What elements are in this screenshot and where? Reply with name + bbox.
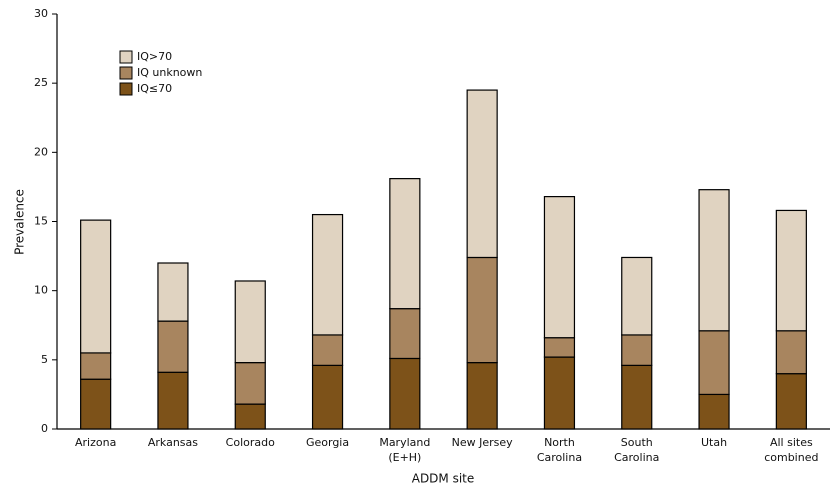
legend-swatch [119, 66, 133, 80]
legend-swatch [119, 50, 133, 64]
y-tick-label: 5 [41, 353, 48, 366]
bar-segment [389, 357, 421, 430]
bar-segment [234, 280, 266, 364]
bar-segment [389, 178, 421, 310]
bar-segment [80, 352, 112, 380]
bar-segment [543, 356, 576, 430]
legend-label: IQ unknown [137, 66, 202, 79]
bar-segment [775, 373, 807, 430]
y-tick-label: 25 [34, 76, 48, 89]
bar-segment [543, 196, 576, 339]
x-tick-label: South Carolina [614, 436, 659, 464]
x-axis-label: ADDM site [412, 472, 475, 486]
y-tick-label: 15 [34, 215, 48, 228]
bar-segment [234, 362, 266, 405]
x-tick-label: North Carolina [537, 436, 582, 464]
bar-segment [80, 219, 112, 354]
bar-segment [234, 403, 266, 430]
bar-segment [466, 89, 498, 259]
bar-segment [311, 213, 344, 336]
x-tick-label: Utah [701, 436, 727, 449]
bar-segment [466, 362, 498, 430]
bar-segment [698, 330, 730, 396]
bar-segment [389, 308, 421, 360]
bar-segment [621, 334, 653, 366]
y-tick-label: 20 [34, 145, 48, 158]
bar-segment [775, 209, 807, 332]
legend-swatch [119, 82, 133, 96]
y-tick-label: 10 [34, 284, 48, 297]
bar-segment [80, 378, 112, 430]
x-tick-label: Georgia [306, 436, 349, 449]
bar-segment [157, 262, 189, 322]
y-tick-label: 30 [34, 7, 48, 20]
bar-segment [157, 371, 189, 430]
x-tick-label: Arizona [75, 436, 116, 449]
x-tick-label: All sites combined [764, 436, 818, 464]
bar-segment [157, 320, 189, 373]
x-tick-label: Maryland (E+H) [379, 436, 430, 464]
y-tick-label: 0 [41, 422, 48, 435]
bar-segment [466, 256, 498, 364]
bar-segment [698, 189, 730, 332]
legend-label: IQ>70 [137, 50, 172, 63]
bar-segment [698, 393, 730, 430]
bar-segment [311, 334, 344, 366]
x-tick-label: Arkansas [148, 436, 198, 449]
bar-segment [621, 256, 653, 336]
x-tick-label: Colorado [226, 436, 275, 449]
bar-segment [775, 330, 807, 375]
x-tick-label: New Jersey [452, 436, 514, 449]
bar-segment [621, 364, 653, 430]
bar-segment [543, 337, 576, 358]
bar-segment [311, 364, 344, 430]
legend-label: IQ≤70 [137, 82, 172, 95]
y-axis-label: Prevalence [13, 189, 27, 255]
